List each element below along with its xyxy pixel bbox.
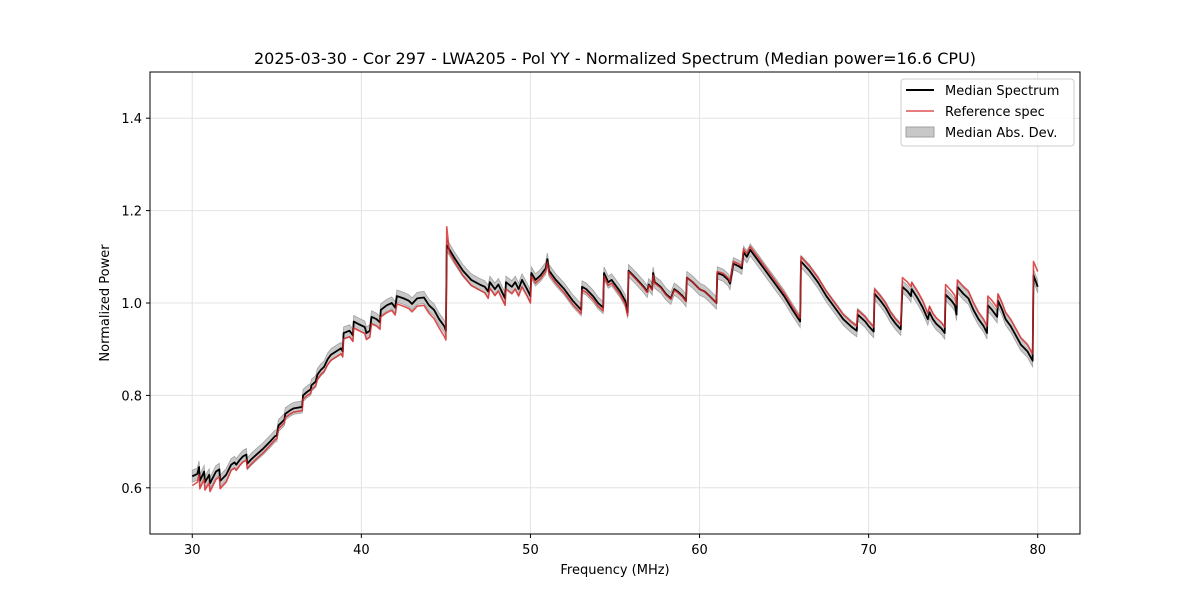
legend-mad-label: Median Abs. Dev. bbox=[945, 126, 1057, 141]
y-tick-label: 1.0 bbox=[121, 297, 142, 312]
median-spectrum-line bbox=[191, 244, 1039, 485]
legend-reference-label: Reference spec bbox=[945, 105, 1045, 120]
legend-mad-swatch bbox=[905, 126, 935, 138]
x-tick-label: 40 bbox=[353, 543, 370, 558]
x-tick-label: 70 bbox=[860, 543, 877, 558]
y-tick-label: 1.2 bbox=[121, 205, 142, 220]
x-tick-label: 60 bbox=[691, 543, 708, 558]
y-tick-label: 1.4 bbox=[121, 112, 142, 127]
legend-median-label: Median Spectrum bbox=[945, 84, 1059, 99]
x-tick-label: 80 bbox=[1029, 543, 1046, 558]
legend: Median Spectrum Reference spec Median Ab… bbox=[900, 78, 1075, 147]
x-tick-label: 30 bbox=[184, 543, 201, 558]
y-tick-label: 0.8 bbox=[121, 389, 142, 404]
x-axis-label: Frequency (MHz) bbox=[560, 563, 669, 578]
reference-spec-line bbox=[191, 225, 1039, 493]
x-tick-label: 50 bbox=[522, 543, 539, 558]
y-axis-label: Normalized Power bbox=[98, 244, 113, 362]
y-axis-ticks: 0.6 0.8 1.0 1.2 1.4 bbox=[121, 112, 150, 497]
mad-band-area bbox=[191, 237, 1039, 491]
series-lines bbox=[191, 225, 1039, 493]
legend-box bbox=[900, 78, 1075, 147]
median-abs-dev-band bbox=[191, 237, 1039, 491]
y-tick-label: 0.6 bbox=[121, 482, 142, 497]
x-axis-ticks: 30 40 50 60 70 80 bbox=[184, 534, 1046, 558]
chart-title: 2025-03-30 - Cor 297 - LWA205 - Pol YY -… bbox=[254, 49, 976, 68]
